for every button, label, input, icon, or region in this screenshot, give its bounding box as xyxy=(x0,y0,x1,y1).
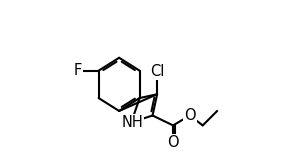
Text: O: O xyxy=(184,108,196,123)
Text: O: O xyxy=(167,135,179,150)
Text: NH: NH xyxy=(121,115,143,130)
Text: Cl: Cl xyxy=(150,64,164,79)
Text: F: F xyxy=(74,63,82,78)
